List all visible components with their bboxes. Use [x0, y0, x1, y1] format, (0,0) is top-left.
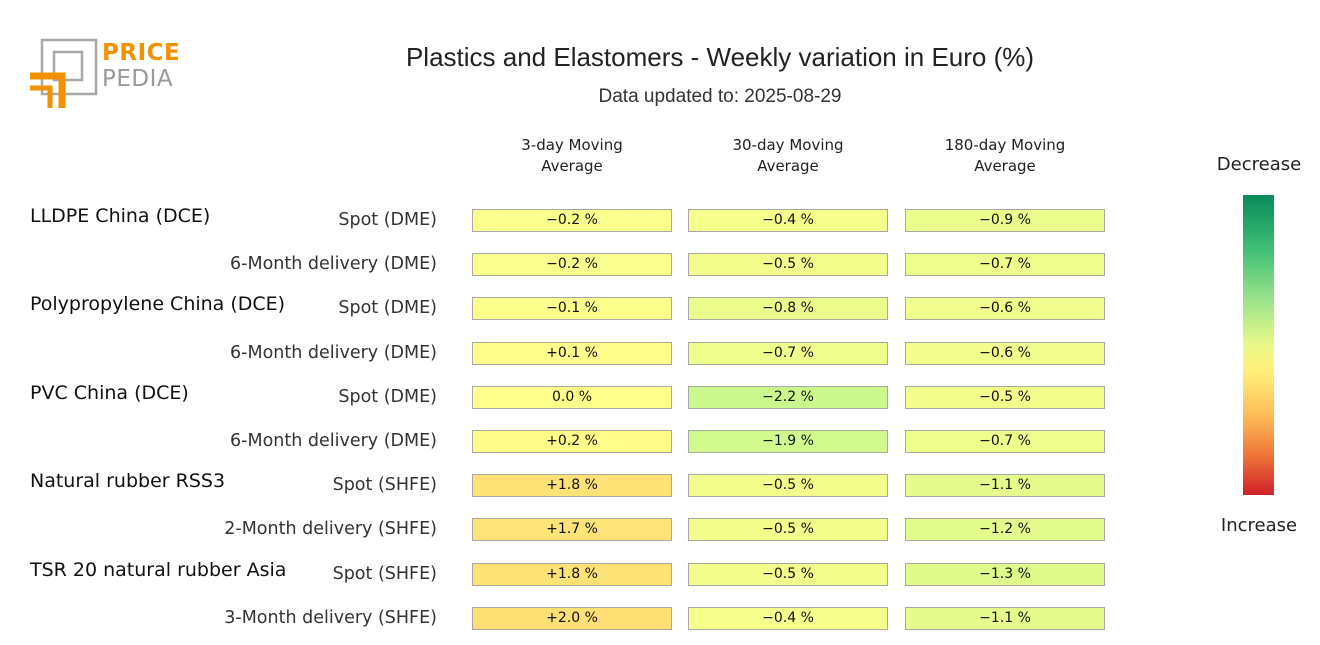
- group-label: Polypropylene China (DCE): [30, 293, 286, 316]
- heatmap-cell: −0.4 %: [688, 209, 888, 232]
- column-header-line: Average: [541, 157, 603, 175]
- heatmap-cell: +0.2 %: [472, 430, 672, 453]
- row-label: 3-Month delivery (SHFE): [224, 607, 437, 628]
- column-header: 180-day Moving Average: [904, 135, 1106, 177]
- chart-subtitle: Data updated to: 2025-08-29: [598, 86, 842, 107]
- group-label: PVC China (DCE): [30, 381, 189, 404]
- group-label: TSR 20 natural rubber Asia: [30, 558, 287, 581]
- row-label: 6-Month delivery (DME): [230, 431, 437, 451]
- legend-decrease-label: Decrease: [1216, 154, 1302, 175]
- heatmap-cell: −0.5 %: [688, 562, 888, 586]
- chart-title: Plastics and Elastomers - Weekly variati…: [405, 42, 1035, 72]
- row-label: Spot (DME): [338, 210, 437, 230]
- pricepedia-logo: PRICE PEDIA: [30, 38, 190, 110]
- heatmap-cell: −1.3 %: [905, 562, 1105, 586]
- heatmap-cell: −0.1 %: [472, 297, 672, 321]
- heatmap-cell: −0.2 %: [472, 209, 672, 232]
- row-label: Spot (SHFE): [332, 563, 437, 584]
- row-label: Spot (DME): [338, 386, 437, 407]
- heatmap-cell: +0.1 %: [472, 341, 672, 365]
- row-label: 2-Month delivery (SHFE): [224, 519, 437, 540]
- heatmap-cell: −0.9 %: [905, 209, 1105, 232]
- column-header-line: Average: [974, 157, 1036, 175]
- heatmap-cell: −0.5 %: [688, 474, 888, 498]
- heatmap-cell: −1.9 %: [688, 430, 888, 453]
- column-header-line: 3-day Moving: [521, 136, 623, 154]
- heatmap-cell: −0.2 %: [472, 253, 672, 277]
- heatmap-cell: −0.7 %: [688, 341, 888, 365]
- column-header-line: 180-day Moving: [944, 136, 1066, 154]
- row-label: Spot (DME): [338, 298, 437, 319]
- heatmap-cell: −0.5 %: [688, 518, 888, 542]
- legend-color-scale: [1243, 195, 1274, 495]
- heatmap-cell: −2.2 %: [688, 385, 888, 409]
- heatmap-cell: −0.6 %: [905, 341, 1105, 365]
- group-label: LLDPE China (DCE): [30, 205, 211, 227]
- heatmap-cell: −0.7 %: [905, 253, 1105, 277]
- logo-text-price: PRICE: [102, 40, 181, 66]
- heatmap-cell: −0.6 %: [905, 297, 1105, 321]
- heatmap-cell: −1.1 %: [905, 474, 1105, 498]
- heatmap-cell: −0.8 %: [688, 297, 888, 321]
- legend-increase-label: Increase: [1220, 515, 1298, 536]
- column-header: 30-day Moving Average: [687, 135, 889, 177]
- heatmap-cell: −0.5 %: [688, 253, 888, 277]
- logo-text-pedia: PEDIA: [102, 66, 174, 92]
- pricepedia-logo-mark: [30, 38, 98, 108]
- heatmap-cell: +1.8 %: [472, 562, 672, 586]
- row-label: 6-Month delivery (DME): [230, 254, 437, 275]
- group-label: Natural rubber RSS3: [30, 470, 226, 493]
- heatmap-cell: +1.8 %: [472, 474, 672, 498]
- column-header: 3-day Moving Average: [471, 135, 673, 177]
- heatmap-cell: −0.4 %: [688, 606, 888, 630]
- heatmap-cell: 0.0 %: [472, 385, 672, 409]
- column-header-line: 30-day Moving: [732, 136, 844, 154]
- heatmap-cell: −1.1 %: [905, 606, 1105, 630]
- heatmap-cell: +1.7 %: [472, 518, 672, 542]
- heatmap-cell: −1.2 %: [905, 518, 1105, 542]
- row-label: Spot (SHFE): [332, 475, 437, 496]
- heatmap-cell: −0.5 %: [905, 385, 1105, 409]
- heatmap-cell: −0.7 %: [905, 430, 1105, 453]
- row-label: 6-Month delivery (DME): [230, 342, 437, 363]
- heatmap-cell: +2.0 %: [472, 606, 672, 630]
- column-header-line: Average: [757, 157, 819, 175]
